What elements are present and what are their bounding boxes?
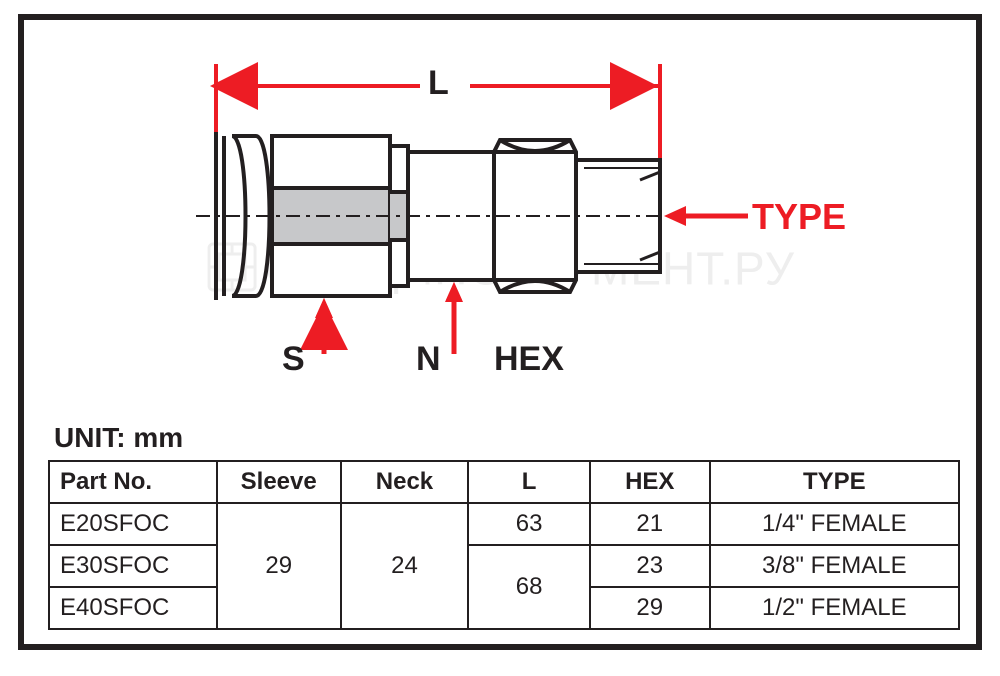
cell-part: E30SFOC [49,545,217,587]
col-hex: HEX [590,461,710,503]
cell-part: E40SFOC [49,587,217,629]
cell-type: 3/8" FEMALE [710,545,959,587]
col-L: L [468,461,590,503]
cell-hex: 29 [590,587,710,629]
cell-neck: 24 [341,503,469,629]
dim-N-label: N [416,340,441,379]
cell-type: 1/4" FEMALE [710,503,959,545]
unit-label: UNIT: mm [54,422,183,454]
cell-hex: 23 [590,545,710,587]
col-neck: Neck [341,461,469,503]
dim-L-label: L [428,64,449,103]
cell-hex: 21 [590,503,710,545]
table-row: E30SFOC 68 23 3/8" FEMALE [49,545,959,587]
col-sleeve: Sleeve [217,461,341,503]
cell-sleeve: 29 [217,503,341,629]
table-header-row: Part No. Sleeve Neck L HEX TYPE [49,461,959,503]
spec-table: Part No. Sleeve Neck L HEX TYPE E20SFOC … [48,460,960,630]
type-arrow [664,206,748,226]
table-row: E20SFOC 29 24 63 21 1/4" FEMALE [49,503,959,545]
s-arrow [315,298,333,354]
cell-L: 68 [468,545,590,629]
n-arrow [445,282,463,354]
spec-frame: СПЕЦИНСТРУМЕНТ.РУ [18,14,982,650]
col-type: TYPE [710,461,959,503]
col-part: Part No. [49,461,217,503]
dim-S-label: S [282,340,305,379]
dim-TYPE-label: TYPE [752,196,846,238]
cell-L: 63 [468,503,590,545]
cell-part: E20SFOC [49,503,217,545]
dim-HEX-label: HEX [494,340,564,379]
cell-type: 1/2" FEMALE [710,587,959,629]
